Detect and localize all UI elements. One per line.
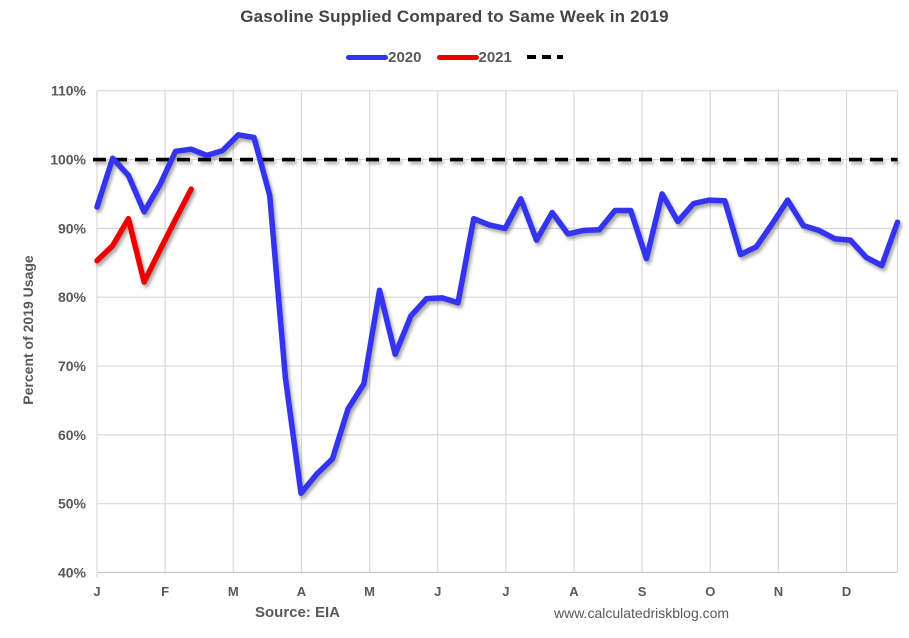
chart-title: Gasoline Supplied Compared to Same Week …: [240, 7, 669, 26]
legend-swatch-2020-line: [346, 54, 389, 60]
x-month-label-6: J: [434, 584, 441, 599]
series-line-2020: [94, 132, 901, 497]
x-month-label-12: D: [842, 584, 851, 599]
source-credit: Source: EIA: [255, 604, 341, 621]
legend: 2020 2021: [0, 46, 909, 68]
legend-label-2020: 2020: [388, 48, 422, 66]
x-month-label-8: A: [569, 584, 579, 599]
y-tick-label-80: 80%: [58, 289, 87, 305]
x-month-label-5: M: [364, 584, 375, 599]
y-tick-label-50: 50%: [58, 496, 87, 512]
x-month-label-9: S: [638, 584, 647, 599]
y-tick-label-100: 100%: [50, 152, 86, 168]
x-month-label-1: J: [93, 584, 100, 599]
x-month-label-7: J: [502, 584, 509, 599]
legend-label-2021: 2021: [478, 48, 512, 66]
legend-swatch-dashed-reference-line: [526, 55, 563, 59]
x-month-label-3: M: [228, 584, 239, 599]
series-line-2021: [94, 186, 194, 285]
legend-item-2021: 2021: [436, 48, 512, 66]
legend-swatch-2021-line: [436, 54, 479, 60]
website-credit: www.calculatedriskblog.com: [554, 605, 730, 621]
y-tick-label-40: 40%: [58, 565, 87, 581]
x-month-label-2: F: [161, 584, 169, 599]
legend-item-2020: 2020: [346, 48, 422, 66]
x-month-label-4: A: [297, 584, 307, 599]
y-tick-label-60: 60%: [58, 427, 87, 443]
x-month-label-11: N: [774, 584, 783, 599]
legend-item-reference: [526, 55, 563, 59]
y-tick-label-70: 70%: [58, 358, 87, 374]
x-month-label-10: O: [705, 584, 715, 599]
y-tick-label-90: 90%: [58, 220, 87, 236]
y-tick-label-110: 110%: [51, 83, 87, 99]
